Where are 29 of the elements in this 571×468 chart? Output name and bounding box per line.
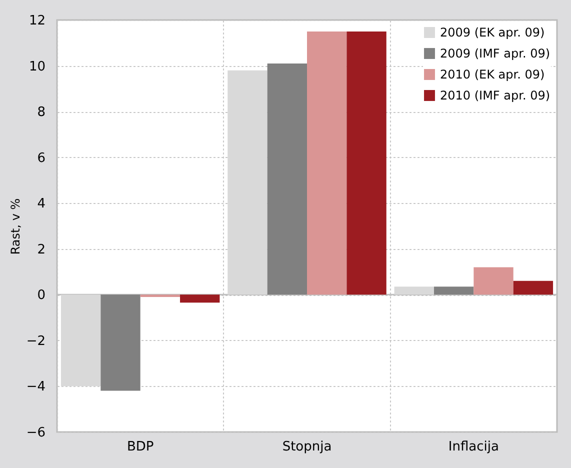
bar: [180, 294, 220, 303]
y-tick-label: −4: [26, 380, 46, 395]
y-tick-label: 6: [37, 150, 46, 166]
bar: [394, 286, 434, 295]
y-tick-label: 8: [37, 105, 46, 120]
x-tick-label: Stopnja: [282, 440, 332, 454]
x-tick-label: BDP: [126, 440, 154, 454]
bar: [474, 267, 514, 295]
bar: [346, 31, 386, 295]
y-axis-title: Rast, v %: [8, 198, 22, 255]
bar: [60, 294, 101, 386]
y-tick-label: 10: [28, 59, 46, 74]
bar: [228, 70, 268, 295]
legend-label: 2010 (IMF apr. 09): [440, 88, 550, 102]
y-tick-label: −6: [26, 426, 46, 440]
x-tick-label: Inflacija: [448, 440, 499, 454]
legend-label: 2009 (IMF apr. 09): [440, 46, 550, 60]
y-tick-label: 4: [37, 196, 46, 212]
bar: [307, 31, 347, 295]
bar: [100, 294, 140, 391]
bar: [513, 280, 554, 295]
y-tick-label: 12: [28, 14, 46, 28]
y-tick-label: 0: [37, 288, 46, 304]
legend-label: 2010 (EK apr. 09): [440, 68, 545, 82]
y-tick-label: −2: [26, 334, 46, 349]
bar: [434, 286, 474, 295]
bar: [267, 63, 307, 295]
y-tick-label: 2: [37, 242, 46, 258]
legend-label: 2009 (EK apr. 09): [440, 26, 545, 40]
